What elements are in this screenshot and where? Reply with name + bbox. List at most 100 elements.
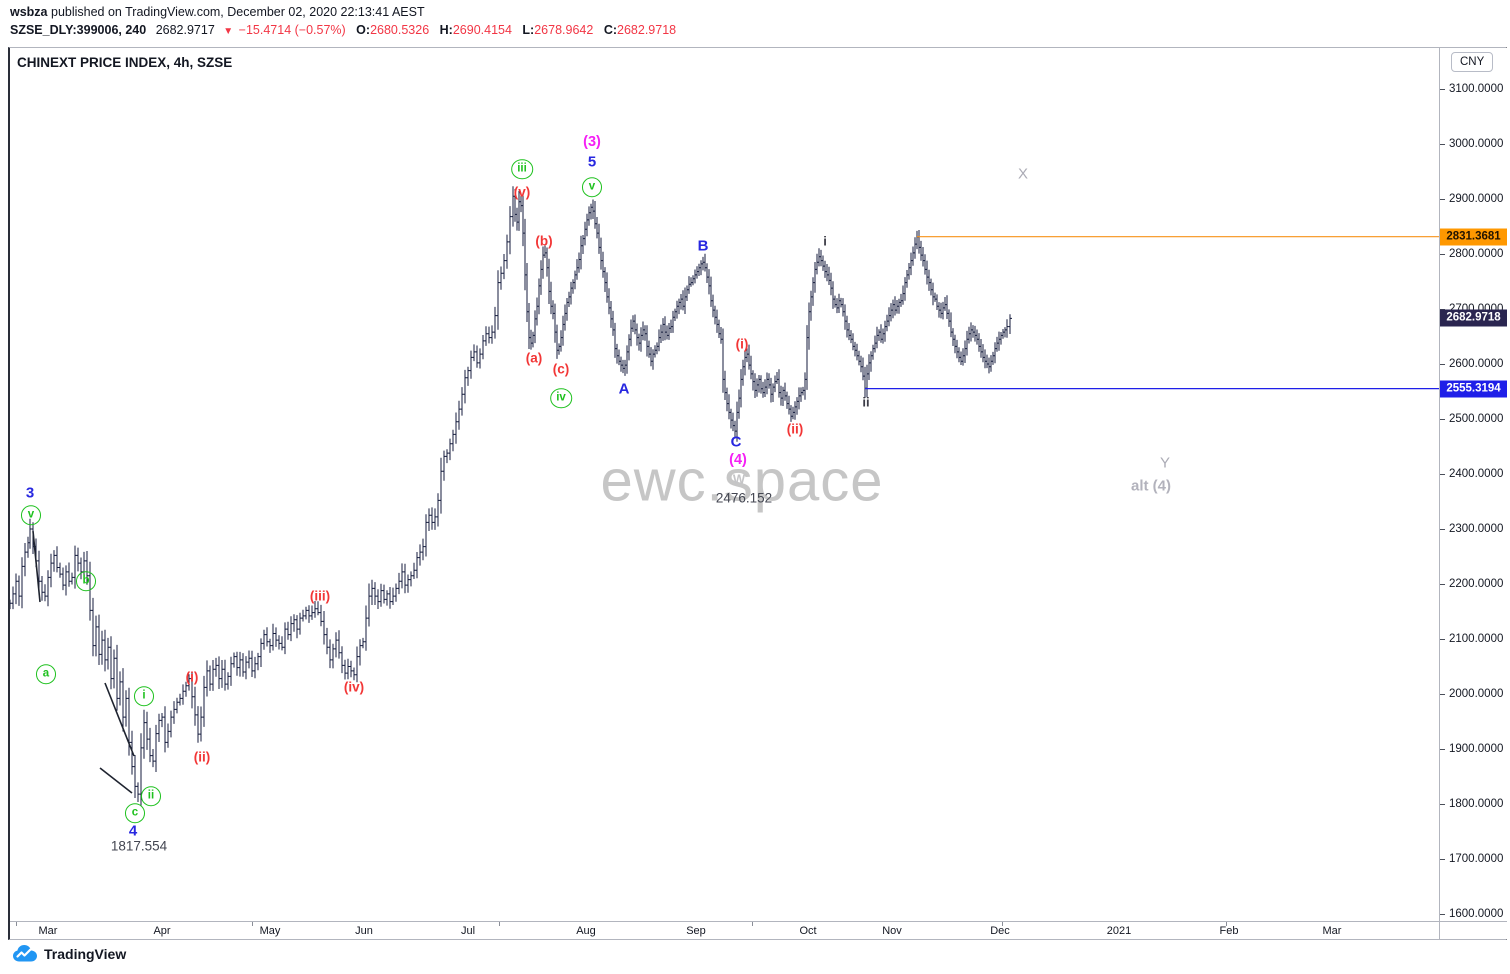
low-value: 2678.9642 bbox=[534, 23, 594, 37]
wave-label-red-ii-6: (ii) bbox=[193, 749, 211, 765]
wave-label-red-iii-11: (iii) bbox=[309, 588, 331, 604]
price-axis-label: 2500.0000 bbox=[1440, 413, 1503, 425]
time-axis-label-dec: Dec bbox=[990, 925, 1010, 937]
wave-label-blue-4-9: 4 bbox=[128, 822, 138, 840]
wave-label-circle-iv-18: iv bbox=[550, 388, 572, 408]
trendline-peak[interactable] bbox=[32, 530, 41, 603]
wave-label-gray-light-W-28: W bbox=[732, 471, 746, 487]
price-axis-label: 2200.0000 bbox=[1440, 578, 1503, 590]
wave-label-circle-a-3: a bbox=[36, 664, 56, 684]
price-axis-label: 1900.0000 bbox=[1440, 743, 1503, 755]
time-axis-label-jun: Jun bbox=[355, 925, 373, 937]
symbol-name: SZSE_DLY:399006, 240 bbox=[10, 23, 147, 37]
wave-label-blue-C-26: C bbox=[730, 433, 742, 451]
price-axis-label: 2800.0000 bbox=[1440, 248, 1503, 260]
price-axis-label: 1800.0000 bbox=[1440, 798, 1503, 810]
chart-frame: CHINEXT PRICE INDEX, 4h, SZSE ewc.space … bbox=[8, 47, 1507, 940]
time-axis-label-mar: Mar bbox=[38, 925, 58, 937]
price-axis-label: 1600.0000 bbox=[1440, 908, 1503, 920]
high-value: 2690.4154 bbox=[452, 23, 512, 37]
tradingview-logo-text: TradingView bbox=[44, 946, 127, 962]
low-label: L: bbox=[522, 23, 535, 37]
wave-label-value-1817554-10: 1817.554 bbox=[110, 838, 168, 854]
wave-label-circle-iii-13: iii bbox=[511, 159, 533, 179]
price-axis-label: 3000.0000 bbox=[1440, 138, 1503, 150]
wave-label-red-iv-12: (iv) bbox=[343, 679, 365, 695]
price-axis-label: 2600.0000 bbox=[1440, 358, 1503, 370]
time-axis-tick bbox=[16, 922, 17, 926]
time-axis-label-may: May bbox=[259, 925, 281, 937]
chart-pane[interactable]: CHINEXT PRICE INDEX, 4h, SZSE ewc.space … bbox=[10, 48, 1439, 921]
wave-annotations-layer: 3 v b a i (i) (ii) ii c 4 1817.554 (iii) (iv) iii (v)(… bbox=[10, 48, 1439, 921]
currency-button[interactable]: CNY bbox=[1451, 52, 1494, 72]
down-triangle-icon: ▼ bbox=[223, 26, 234, 37]
wave-label-circle-i-4: i bbox=[134, 686, 154, 706]
tradingview-logo[interactable]: TradingView bbox=[12, 944, 126, 964]
price-axis-label: 2400.0000 bbox=[1440, 468, 1503, 480]
symbol-status-line: SZSE_DLY:399006, 240 2682.9717 ▼ −15.471… bbox=[10, 22, 676, 39]
close-value: 2682.9718 bbox=[617, 23, 677, 37]
chart-title: CHINEXT PRICE INDEX, 4h, SZSE bbox=[17, 55, 233, 70]
trendline-wedge-upper[interactable] bbox=[104, 682, 135, 757]
time-axis[interactable]: Mar Apr May Jun Jul Aug Sep Oct Nov Dec 2021 Feb Mar bbox=[10, 921, 1439, 939]
wave-label-value-2476152-29: 2476.152 bbox=[715, 490, 773, 506]
watermark: ewc.space bbox=[600, 448, 884, 514]
time-axis-tick bbox=[252, 922, 253, 926]
time-axis-label-oct: Oct bbox=[799, 925, 817, 937]
byline: wsbza published on TradingView.com, Dece… bbox=[10, 4, 676, 21]
high-label: H: bbox=[439, 23, 453, 37]
price-axis-label: 3100.0000 bbox=[1440, 83, 1503, 95]
wave-label-dark-ii-31: ii bbox=[862, 394, 870, 410]
price-tag-2831-3681: 2831.3681 bbox=[1440, 228, 1507, 246]
author-name: wsbza bbox=[10, 5, 48, 19]
wave-label-blue-B-23: B bbox=[697, 237, 709, 255]
wave-label-magenta-3-19: (3) bbox=[583, 133, 601, 150]
byline-text: published on TradingView.com, December 0… bbox=[47, 5, 425, 19]
wave-label-red-b-15: (b) bbox=[535, 233, 553, 249]
time-axis-label-feb: Feb bbox=[1219, 925, 1239, 937]
wave-label-red-i-5: (i) bbox=[185, 669, 199, 685]
wave-label-circle-v-21: v bbox=[582, 177, 602, 197]
wave-label-circle-ii-7: ii bbox=[141, 786, 161, 806]
trendline-wedge-lower[interactable] bbox=[99, 767, 133, 794]
time-axis-label-nov: Nov bbox=[882, 925, 902, 937]
time-axis-tick bbox=[1226, 922, 1227, 926]
wave-label-gray-bold-alt4-34: alt (4) bbox=[1130, 477, 1172, 495]
time-axis-label-mar: Mar bbox=[1322, 925, 1342, 937]
wave-label-circle-v-1: v bbox=[21, 505, 41, 525]
open-label: O: bbox=[356, 23, 371, 37]
wave-label-circle-c-8: c bbox=[125, 803, 145, 823]
price-axis[interactable]: CNY 3100.0000 3000.0000 2900.0000 2800.0000… bbox=[1439, 48, 1507, 921]
time-axis-label-2021: 2021 bbox=[1106, 925, 1132, 937]
time-axis-label-aug: Aug bbox=[576, 925, 596, 937]
time-axis-tick bbox=[499, 922, 500, 926]
price-axis-label: 2100.0000 bbox=[1440, 633, 1503, 645]
wave-label-blue-A-22: A bbox=[618, 380, 630, 398]
price-axis-label: 2300.0000 bbox=[1440, 523, 1503, 535]
wave-label-gray-X-32: X bbox=[1017, 165, 1029, 183]
price-axis-label: 2000.0000 bbox=[1440, 688, 1503, 700]
wave-label-blue-5-20: 5 bbox=[587, 153, 597, 171]
price-axis-label: 1700.0000 bbox=[1440, 853, 1503, 865]
axis-corner bbox=[1439, 921, 1507, 939]
wave-label-dark-i-30: i bbox=[823, 233, 827, 249]
header: wsbza published on TradingView.com, Dece… bbox=[10, 4, 676, 39]
tradingview-cloud-icon bbox=[13, 945, 37, 962]
wave-label-red-v-14: (v) bbox=[513, 184, 531, 200]
wave-label-red-a-16: (a) bbox=[525, 350, 543, 366]
time-axis-label-apr: Apr bbox=[153, 925, 171, 937]
time-axis-tick bbox=[1002, 922, 1003, 926]
wave-label-red-ii-25: (ii) bbox=[786, 421, 804, 437]
wave-label-circle-b-2: b bbox=[76, 571, 96, 591]
price-axis-label: 2900.0000 bbox=[1440, 193, 1503, 205]
close-label: C: bbox=[603, 23, 618, 37]
price-change: −15.4714 (−0.57%) bbox=[238, 23, 346, 37]
open-value: 2680.5326 bbox=[370, 23, 430, 37]
time-axis-label-sep: Sep bbox=[686, 925, 706, 937]
price-tag-2555-3194: 2555.3194 bbox=[1440, 380, 1507, 398]
wave-label-blue-3-0: 3 bbox=[25, 484, 35, 502]
wave-label-red-i-24: (i) bbox=[735, 336, 749, 352]
time-axis-label-jul: Jul bbox=[460, 925, 476, 937]
price-plot bbox=[10, 186, 1439, 807]
